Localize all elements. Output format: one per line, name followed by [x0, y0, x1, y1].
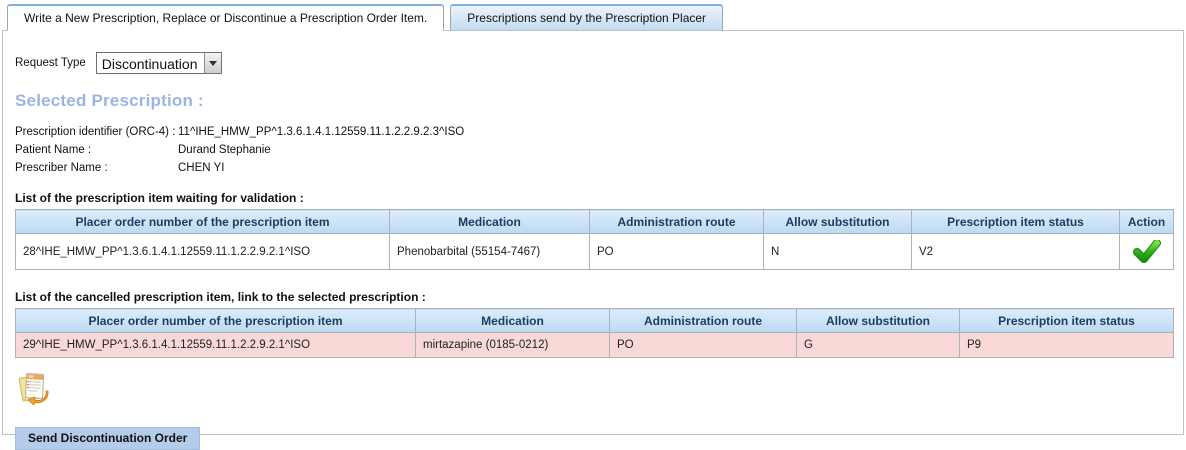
- request-type-selected-value: Discontinuation: [97, 53, 204, 73]
- tab-prescriptions-sent[interactable]: Prescriptions send by the Prescription P…: [450, 4, 723, 31]
- prescriber-name-label: Prescriber Name :: [15, 162, 178, 174]
- table-row: 29^IHE_HMW_PP^1.3.6.1.4.1.12559.11.1.2.2…: [16, 333, 1174, 358]
- col-prescription-item-status: Prescription item status: [960, 309, 1174, 333]
- col-medication: Medication: [416, 309, 610, 333]
- cell-administration-route: PO: [590, 234, 764, 270]
- cell-placer-order-number: 29^IHE_HMW_PP^1.3.6.1.4.1.12559.11.1.2.2…: [16, 333, 416, 358]
- col-allow-substitution: Allow substitution: [764, 210, 912, 234]
- cell-placer-order-number: 28^IHE_HMW_PP^1.3.6.1.4.1.12559.11.1.2.2…: [16, 234, 390, 270]
- cell-prescription-item-status: V2: [912, 234, 1120, 270]
- cell-medication: mirtazapine (0185-0212): [416, 333, 610, 358]
- tab-bar: Write a New Prescription, Replace or Dis…: [7, 4, 1186, 31]
- tab-write-prescription[interactable]: Write a New Prescription, Replace or Dis…: [7, 4, 444, 31]
- prescriber-name-value: CHEN YI: [178, 162, 224, 174]
- send-discontinuation-order-button[interactable]: Send Discontinuation Order: [15, 427, 200, 450]
- prescriber-name-row: Prescriber Name : CHEN YI: [15, 162, 1183, 174]
- col-allow-substitution: Allow substitution: [797, 309, 960, 333]
- col-administration-route: Administration route: [610, 309, 797, 333]
- prescription-identifier-label: Prescription identifier (ORC-4) :: [15, 126, 178, 138]
- cancelled-table-caption: List of the cancelled prescription item,…: [15, 290, 1183, 304]
- col-medication: Medication: [390, 210, 590, 234]
- main-panel: Request Type Discontinuation Selected Pr…: [2, 30, 1184, 435]
- validation-table: Placer order number of the prescription …: [15, 209, 1174, 270]
- request-type-label: Request Type: [15, 57, 86, 69]
- prescription-identifier-value: 11^IHE_HMW_PP^1.3.6.1.4.1.12559.11.1.2.2…: [178, 126, 464, 138]
- selected-prescription-heading: Selected Prescription :: [15, 91, 1183, 111]
- green-check-icon[interactable]: [1133, 240, 1161, 264]
- validation-table-caption: List of the prescription item waiting fo…: [15, 191, 1183, 205]
- prescription-fields: Prescription identifier (ORC-4) : 11^IHE…: [15, 126, 1183, 174]
- cell-prescription-item-status: P9: [960, 333, 1174, 358]
- col-placer-order-number: Placer order number of the prescription …: [16, 309, 416, 333]
- patient-name-row: Patient Name : Durand Stephanie: [15, 144, 1183, 156]
- col-placer-order-number: Placer order number of the prescription …: [16, 210, 390, 234]
- patient-name-label: Patient Name :: [15, 144, 178, 156]
- cell-medication: Phenobarbital (55154-7467): [390, 234, 590, 270]
- prescription-pad-icon[interactable]: [15, 371, 51, 407]
- request-type-row: Request Type Discontinuation: [15, 52, 1183, 74]
- tab-write-prescription-label: Write a New Prescription, Replace or Dis…: [24, 11, 427, 25]
- cancelled-table: Placer order number of the prescription …: [15, 308, 1174, 358]
- col-prescription-item-status: Prescription item status: [912, 210, 1120, 234]
- col-administration-route: Administration route: [590, 210, 764, 234]
- validation-table-header-row: Placer order number of the prescription …: [16, 210, 1174, 234]
- cell-administration-route: PO: [610, 333, 797, 358]
- table-row: 28^IHE_HMW_PP^1.3.6.1.4.1.12559.11.1.2.2…: [16, 234, 1174, 270]
- request-type-dropdown-button[interactable]: [204, 53, 221, 73]
- tab-prescriptions-sent-label: Prescriptions send by the Prescription P…: [467, 11, 706, 25]
- patient-name-value: Durand Stephanie: [178, 144, 271, 156]
- col-action: Action: [1120, 210, 1174, 234]
- prescription-order-page: Write a New Prescription, Replace or Dis…: [0, 0, 1186, 437]
- cell-allow-substitution: N: [764, 234, 912, 270]
- cell-action: [1120, 234, 1174, 270]
- cancelled-table-header-row: Placer order number of the prescription …: [16, 309, 1174, 333]
- chevron-down-icon: [209, 61, 217, 66]
- request-type-select[interactable]: Discontinuation: [96, 52, 222, 74]
- cell-allow-substitution: G: [797, 333, 960, 358]
- prescription-identifier-row: Prescription identifier (ORC-4) : 11^IHE…: [15, 126, 1183, 138]
